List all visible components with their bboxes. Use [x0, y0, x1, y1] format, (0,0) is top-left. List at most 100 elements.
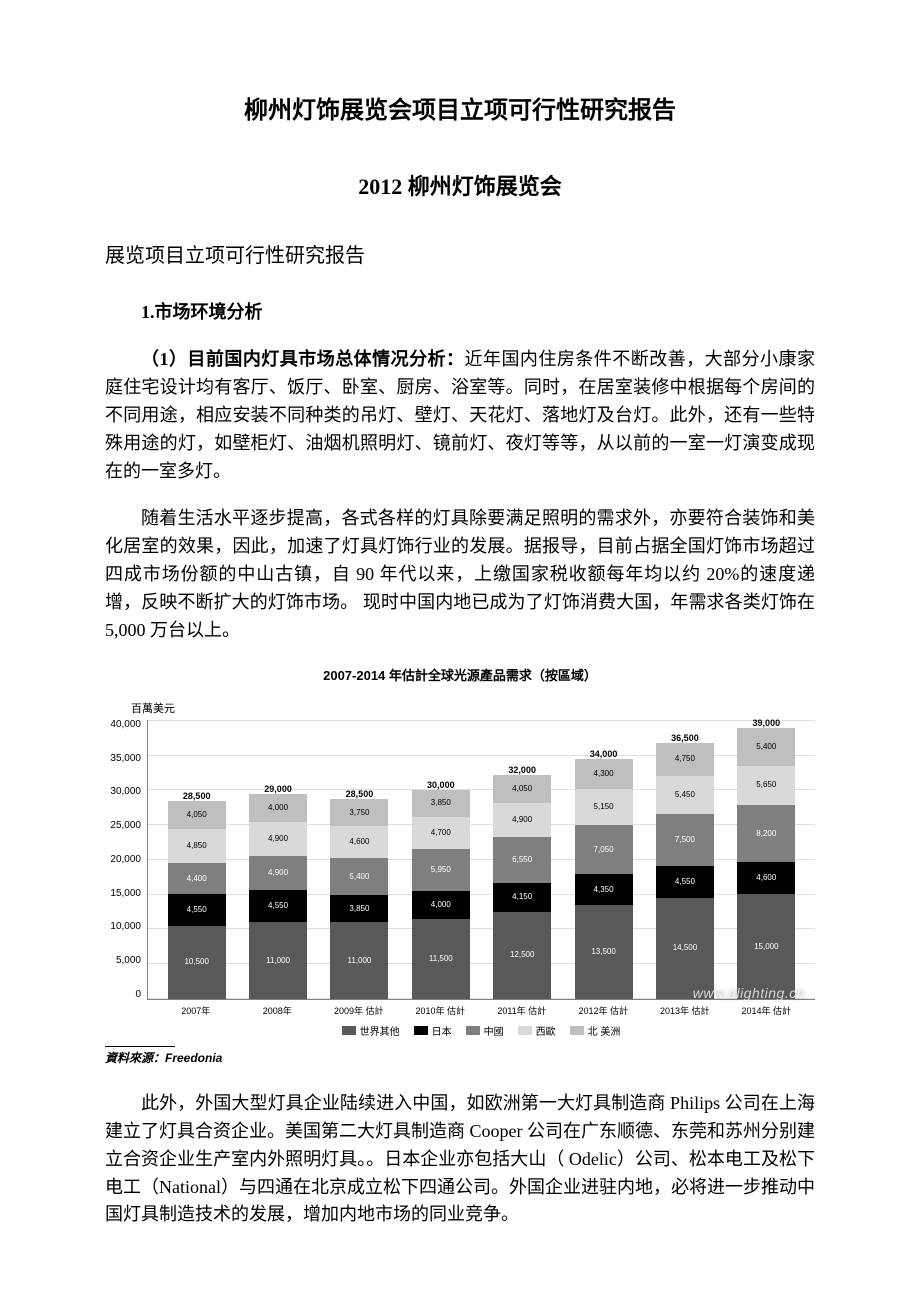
bar-segment-china: 7,050 — [575, 825, 633, 874]
bar-segment-label: 4,050 — [512, 785, 532, 793]
bar-segment-label: 7,050 — [594, 846, 614, 854]
bar-segment-label: 4,550 — [187, 906, 207, 914]
bar-segment-china: 6,550 — [493, 837, 551, 883]
bar-segment-label: 5,400 — [756, 743, 776, 751]
legend-label: 世界其他 — [360, 1023, 400, 1038]
bar-column: 32,000 12,500 4,150 6,550 4,900 4,050 — [493, 720, 551, 999]
bar-segment-japan: 4,150 — [493, 883, 551, 912]
bar-column: 36,50014,5004,5507,5005,4504,750 — [656, 720, 714, 999]
bar-segment-label: 4,550 — [268, 902, 288, 910]
bar-segment-w_europe: 4,600 — [330, 826, 388, 858]
y-tick: 35,000 — [110, 754, 141, 764]
legend-item-w_europe: 西歐 — [518, 1023, 556, 1038]
bar-total-label: 29,000 — [249, 784, 307, 794]
legend-swatch — [466, 1026, 480, 1035]
chart-plot: 28,500 10,500 4,550 4,400 4,850 4,050 29,000 11… — [147, 720, 815, 1000]
bar-segment-label: 4,150 — [512, 893, 532, 901]
bar-segment-label: 8,200 — [756, 830, 776, 838]
x-tick: 2009年 估計 — [330, 1004, 388, 1017]
bar-segment-label: 5,950 — [431, 866, 451, 874]
legend-swatch — [570, 1026, 584, 1035]
bar-column: 34,00013,5004,3507,0505,1504,300 — [575, 720, 633, 999]
legend-item-rest_world: 世界其他 — [342, 1023, 400, 1038]
paragraph-1: （1）目前国内灯具市场总体情况分析：近年国内住房条件不断改善，大部分小康家庭住宅… — [105, 346, 815, 485]
y-tick: 30,000 — [110, 787, 141, 797]
bar-total-label: 28,500 — [168, 791, 226, 801]
bar-segment-label: 5,400 — [349, 873, 369, 881]
bar-segment-label: 4,850 — [187, 842, 207, 850]
demand-chart: 2007-2014 年估計全球光源產品需求（按區域） 百萬美元 40,00035… — [105, 665, 815, 1066]
bar-total-label: 32,000 — [493, 765, 551, 775]
bar-segment-label: 11,000 — [266, 957, 290, 965]
bar-segment-china: 5,950 — [412, 849, 470, 891]
bar-segment-n_america: 4,050 — [168, 801, 226, 829]
bar-segment-label: 6,550 — [512, 856, 532, 864]
legend-swatch — [342, 1026, 356, 1035]
bar-segment-label: 4,900 — [512, 816, 532, 824]
chart-title: 2007-2014 年估計全球光源產品需求（按區域） — [105, 665, 815, 684]
bar-segment-label: 4,750 — [675, 755, 695, 763]
chart-y-axis: 40,00035,00030,00025,00020,00015,00010,0… — [105, 720, 147, 1000]
x-tick: 2011年 估計 — [493, 1004, 551, 1017]
bar-segment-japan: 4,600 — [737, 862, 795, 894]
y-tick: 20,000 — [110, 855, 141, 865]
bar-segment-label: 3,750 — [349, 809, 369, 817]
bar-segment-rest_world: 15,000 — [737, 894, 795, 999]
bar-segment-label: 4,300 — [594, 770, 614, 778]
bar-segment-rest_world: 12,500 — [493, 912, 551, 999]
document-page: 柳州灯饰展览会项目立项可行性研究报告 2012 柳州灯饰展览会 展览项目立项可行… — [0, 0, 920, 1309]
bar-segment-japan: 4,000 — [412, 891, 470, 919]
bar-segment-n_america: 4,750 — [656, 743, 714, 776]
chart-source: 資料來源：Freedonia — [105, 1049, 815, 1066]
bar-segment-label: 3,850 — [431, 799, 451, 807]
legend-item-japan: 日本 — [414, 1023, 452, 1038]
bar-segment-w_europe: 4,850 — [168, 829, 226, 863]
bar-segment-china: 8,200 — [737, 805, 795, 862]
bar-segment-label: 13,500 — [591, 948, 615, 956]
y-tick: 0 — [135, 990, 141, 1000]
bar-segment-n_america: 5,400 — [737, 728, 795, 766]
chart-legend: 世界其他 日本中國 西歐 北 美洲 — [147, 1023, 815, 1038]
bar-column: 30,00011,5004,0005,9504,7003,850 — [412, 720, 470, 999]
legend-swatch — [414, 1026, 428, 1035]
bar-segment-rest_world: 10,500 — [168, 926, 226, 999]
bar-total-label: 30,000 — [412, 780, 470, 790]
bar-segment-label: 14,500 — [673, 944, 697, 952]
bar-total-label: 28,500 — [330, 789, 388, 799]
bar-segment-w_europe: 5,450 — [656, 776, 714, 814]
section-intro: 展览项目立项可行性研究报告 — [105, 239, 815, 268]
bar-column: 28,50011,0003,8505,4004,6003,750 — [330, 720, 388, 999]
bar-segment-label: 3,850 — [349, 905, 369, 913]
bar-segment-label: 4,600 — [349, 838, 369, 846]
chart-plot-area: 40,00035,00030,00025,00020,00015,00010,0… — [105, 720, 815, 1000]
x-tick: 2007年 — [167, 1004, 225, 1017]
bar-segment-w_europe: 4,900 — [493, 803, 551, 837]
bar-segment-n_america: 4,300 — [575, 759, 633, 789]
chart-y-axis-label: 百萬美元 — [131, 700, 815, 716]
bar-segment-label: 4,550 — [675, 878, 695, 886]
bar-segment-china: 5,400 — [330, 858, 388, 896]
paragraph-2: 随着生活水平逐步提高，各式各样的灯具除要满足照明的需求外，亦要符合装饰和美化居室… — [105, 505, 815, 644]
section-heading-1: 1.市场环境分析 — [105, 298, 815, 324]
bar-segment-japan: 4,550 — [656, 866, 714, 898]
bar-segment-rest_world: 14,500 — [656, 898, 714, 999]
bar-segment-w_europe: 4,700 — [412, 817, 470, 850]
chart-source-rule — [105, 1046, 175, 1047]
bar-segment-china: 4,900 — [249, 856, 307, 890]
bar-segment-japan: 4,350 — [575, 874, 633, 904]
bar-segment-label: 4,900 — [268, 835, 288, 843]
doc-title: 柳州灯饰展览会项目立项可行性研究报告 — [105, 90, 815, 125]
legend-label: 日本 — [432, 1023, 452, 1038]
bar-segment-label: 4,400 — [187, 875, 207, 883]
bar-total-label: 39,000 — [737, 718, 795, 728]
y-tick: 5,000 — [116, 956, 141, 966]
legend-label: 北 美洲 — [588, 1023, 621, 1038]
x-tick: 2008年 — [248, 1004, 306, 1017]
bar-segment-n_america: 3,750 — [330, 799, 388, 825]
bar-segment-japan: 3,850 — [330, 895, 388, 922]
legend-item-china: 中國 — [466, 1023, 504, 1038]
paragraph-1-lead: （1）目前国内灯具市场总体情况分析： — [141, 349, 465, 369]
bar-segment-n_america: 4,000 — [249, 794, 307, 822]
chart-bars: 28,500 10,500 4,550 4,400 4,850 4,050 29,000 11… — [148, 720, 815, 999]
legend-label: 西歐 — [536, 1023, 556, 1038]
